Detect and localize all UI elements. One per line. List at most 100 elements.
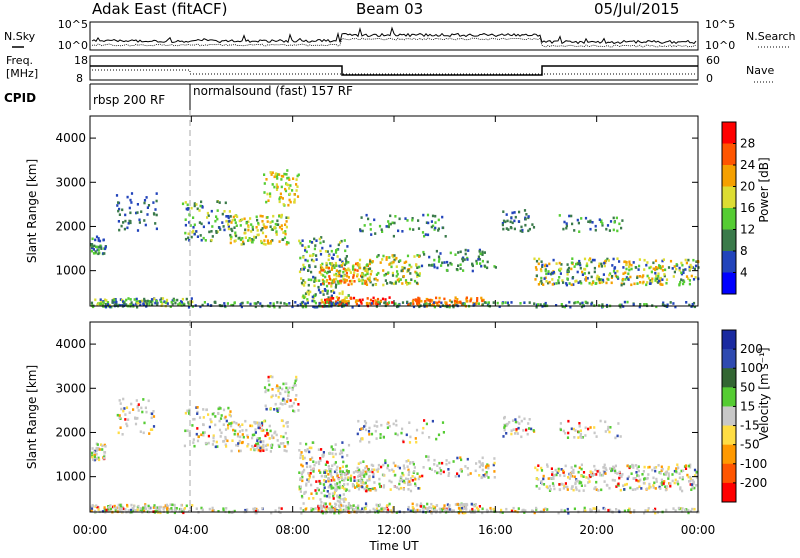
heatmap-cell <box>320 474 323 478</box>
heatmap-cell <box>597 276 600 279</box>
heatmap-cell <box>97 248 100 252</box>
heatmap-cell <box>228 413 231 417</box>
heatmap-cell <box>394 280 397 284</box>
heatmap-cell <box>357 504 360 508</box>
heatmap-cell <box>365 301 368 305</box>
heatmap-cell <box>323 479 326 482</box>
heatmap-cell <box>618 476 621 480</box>
colorbar-swatch <box>722 330 736 350</box>
heatmap-cell <box>648 465 651 469</box>
heatmap-cell <box>567 476 570 479</box>
heatmap-cell <box>338 303 341 306</box>
heatmap-cell <box>206 303 209 306</box>
heatmap-cell <box>339 472 342 475</box>
heatmap-cell <box>534 278 537 281</box>
heatmap-cell <box>336 255 339 258</box>
heatmap-cell <box>139 300 142 304</box>
heatmap-cell <box>263 182 266 185</box>
heatmap-cell <box>527 215 530 218</box>
heatmap-cell <box>668 482 671 485</box>
heatmap-cell <box>95 457 98 460</box>
heatmap-cell <box>144 301 147 305</box>
heatmap-cell <box>619 303 622 307</box>
heatmap-cell <box>371 487 374 491</box>
heatmap-cell <box>223 439 226 443</box>
heatmap-cell <box>136 300 139 303</box>
heatmap-cell <box>347 502 350 505</box>
heatmap-cell <box>330 479 333 482</box>
heatmap-cell <box>643 258 646 262</box>
heatmap-cell <box>596 274 599 278</box>
heatmap-cell <box>610 469 613 473</box>
heatmap-cell <box>98 458 101 462</box>
heatmap-cell <box>535 259 539 263</box>
heatmap-cell <box>536 468 539 472</box>
heatmap-cell <box>487 464 490 467</box>
heatmap-cell <box>382 484 386 487</box>
heatmap-cell <box>551 272 554 275</box>
heatmap-cell <box>643 268 646 271</box>
heatmap-cell <box>254 236 257 239</box>
heatmap-cell <box>574 301 577 304</box>
heatmap-cell <box>245 221 248 225</box>
heatmap-cell <box>300 451 303 454</box>
heatmap-cell <box>339 269 342 273</box>
heatmap-cell <box>564 464 567 468</box>
heatmap-cell <box>692 301 696 305</box>
heatmap-cell <box>287 241 290 245</box>
heatmap-cell <box>143 509 146 513</box>
y-tick-label: 3000 <box>55 381 86 395</box>
colorbar-swatch <box>722 482 736 503</box>
heatmap-cell <box>299 477 302 480</box>
heatmap-cell <box>329 297 332 301</box>
heatmap-cell <box>341 260 344 264</box>
heatmap-cell <box>411 506 414 509</box>
heatmap-cell <box>217 411 220 415</box>
heatmap-cell <box>537 283 540 286</box>
heatmap-cell <box>397 465 400 468</box>
heatmap-cell <box>692 258 695 262</box>
heatmap-cell <box>318 479 321 483</box>
heatmap-cell <box>310 258 314 262</box>
heatmap-cell <box>174 506 177 510</box>
heatmap-cell <box>299 490 302 493</box>
heatmap-cell <box>328 275 331 278</box>
heatmap-cell <box>266 443 269 447</box>
heatmap-cell <box>597 277 600 281</box>
heatmap-cell <box>341 465 344 468</box>
freq-label-line1: Freq. <box>6 54 33 67</box>
heatmap-cell <box>669 484 672 488</box>
heatmap-cell <box>111 299 114 302</box>
heatmap-cell <box>572 468 575 472</box>
heatmap-cell <box>265 200 268 204</box>
heatmap-cell <box>135 211 138 215</box>
heatmap-cell <box>573 265 576 268</box>
heatmap-cell <box>346 454 349 457</box>
heatmap-cell <box>228 210 231 213</box>
heatmap-cell <box>544 301 547 305</box>
heatmap-cell <box>379 261 382 264</box>
heatmap-cell <box>589 426 592 429</box>
heatmap-cell <box>344 257 347 260</box>
heatmap-cell <box>321 505 324 508</box>
heatmap-cell <box>368 302 371 305</box>
heatmap-cell <box>269 171 272 174</box>
heatmap-cell <box>558 261 561 265</box>
heatmap-cell <box>366 272 369 276</box>
heatmap-cell <box>204 239 207 242</box>
heatmap-cell <box>353 476 356 479</box>
heatmap-cell <box>441 421 445 424</box>
heatmap-cell <box>342 270 345 274</box>
heatmap-cell <box>424 233 427 236</box>
heatmap-cell <box>417 219 420 222</box>
heatmap-cell <box>360 302 363 305</box>
heatmap-cell <box>628 265 631 269</box>
heatmap-cell <box>143 299 146 303</box>
heatmap-cell <box>371 260 374 263</box>
heatmap-cell <box>356 432 359 436</box>
heatmap-cell <box>418 487 421 490</box>
heatmap-cell <box>442 507 445 510</box>
heatmap-cell <box>437 229 440 232</box>
heatmap-cell <box>293 200 296 204</box>
heatmap-cell <box>124 418 127 421</box>
